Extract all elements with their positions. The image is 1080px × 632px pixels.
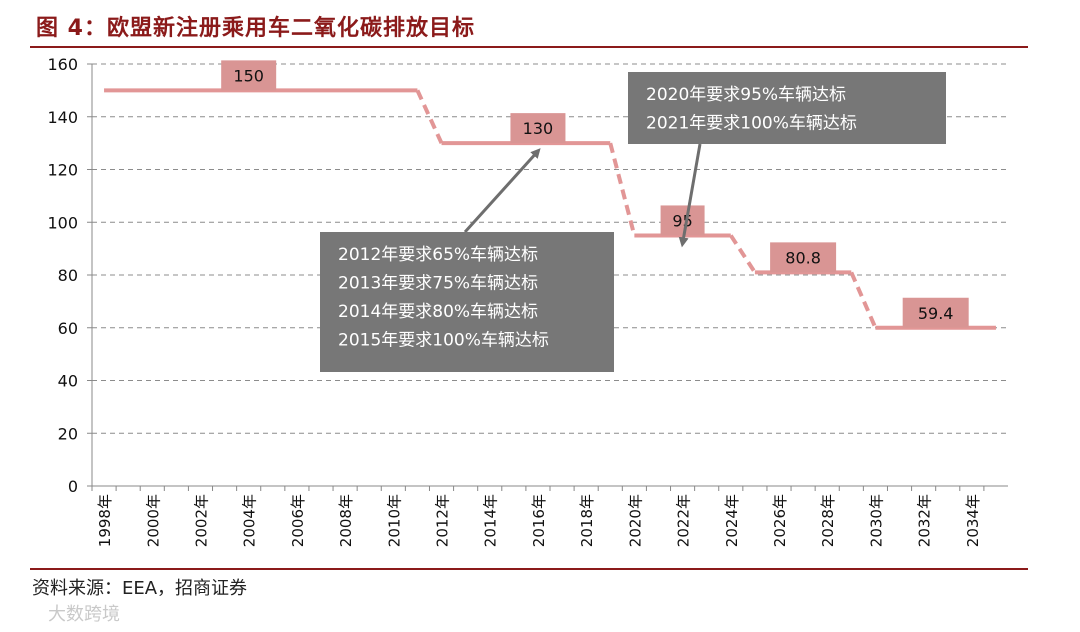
y-tick-label: 0	[68, 477, 78, 496]
value-label: 59.4	[918, 304, 954, 323]
x-tick-label: 2000年	[144, 494, 162, 547]
x-tick-label: 2008年	[337, 494, 355, 547]
x-tick-label: 2034年	[964, 494, 982, 547]
series-step-dashed	[729, 234, 757, 274]
title-divider	[30, 46, 1028, 48]
value-label-box	[510, 113, 566, 144]
annotation-box	[628, 72, 946, 144]
footer-divider	[30, 568, 1028, 570]
x-tick-label: 2004年	[241, 494, 259, 547]
x-tick-label: 1998年	[96, 494, 114, 547]
series-step-dashed	[608, 142, 637, 236]
x-tick-label: 2012年	[434, 494, 452, 547]
value-label: 150	[233, 66, 264, 85]
watermark: 大数跨境	[48, 604, 120, 625]
x-tick-label: 2018年	[578, 494, 596, 547]
value-label-box	[221, 60, 277, 91]
y-tick-label: 80	[58, 266, 78, 285]
y-tick-label: 40	[58, 372, 78, 391]
x-tick-label: 2024年	[723, 494, 741, 547]
value-label: 80.8	[785, 248, 821, 267]
annotation-text: 2013年要求75%车辆达标	[338, 274, 538, 294]
y-tick-label: 100	[47, 213, 78, 232]
x-tick-label: 2032年	[916, 494, 934, 547]
x-tick-label: 2006年	[289, 494, 307, 547]
y-tick-label: 120	[47, 161, 78, 180]
series-step-dashed	[849, 271, 878, 329]
y-tick-label: 60	[58, 319, 78, 338]
series-step-dashed	[415, 89, 444, 144]
value-label-box	[770, 242, 837, 273]
x-tick-label: 2026年	[771, 494, 789, 547]
y-tick-label: 140	[47, 108, 78, 127]
x-tick-label: 2022年	[675, 494, 693, 547]
value-label: 130	[523, 119, 554, 138]
value-label-box	[902, 297, 969, 328]
x-tick-label: 2014年	[482, 494, 500, 547]
figure-title: 图 4：欧盟新注册乘用车二氧化碳排放目标	[36, 16, 475, 41]
value-label: 95	[672, 211, 692, 230]
annotation-text: 2015年要求100%车辆达标	[338, 331, 549, 351]
y-tick-label: 20	[58, 424, 78, 443]
annotation-text: 2012年要求65%车辆达标	[338, 245, 538, 265]
annotation-arrow	[678, 143, 702, 248]
source-note: 资料来源：EEA，招商证券	[32, 578, 248, 599]
x-tick-label: 2028年	[819, 494, 837, 547]
x-tick-label: 2020年	[626, 494, 644, 547]
annotation-arrow	[463, 148, 541, 234]
value-label-box	[660, 205, 705, 236]
annotation-box	[320, 232, 614, 372]
y-tick-label: 160	[47, 55, 78, 74]
x-tick-label: 2010年	[385, 494, 403, 547]
x-tick-label: 2016年	[530, 494, 548, 547]
x-tick-label: 2030年	[867, 494, 885, 547]
x-tick-label: 2002年	[192, 494, 210, 547]
annotation-text: 2021年要求100%车辆达标	[646, 114, 857, 134]
annotation-text: 2014年要求80%车辆达标	[338, 302, 538, 322]
annotation-text: 2020年要求95%车辆达标	[646, 85, 846, 105]
